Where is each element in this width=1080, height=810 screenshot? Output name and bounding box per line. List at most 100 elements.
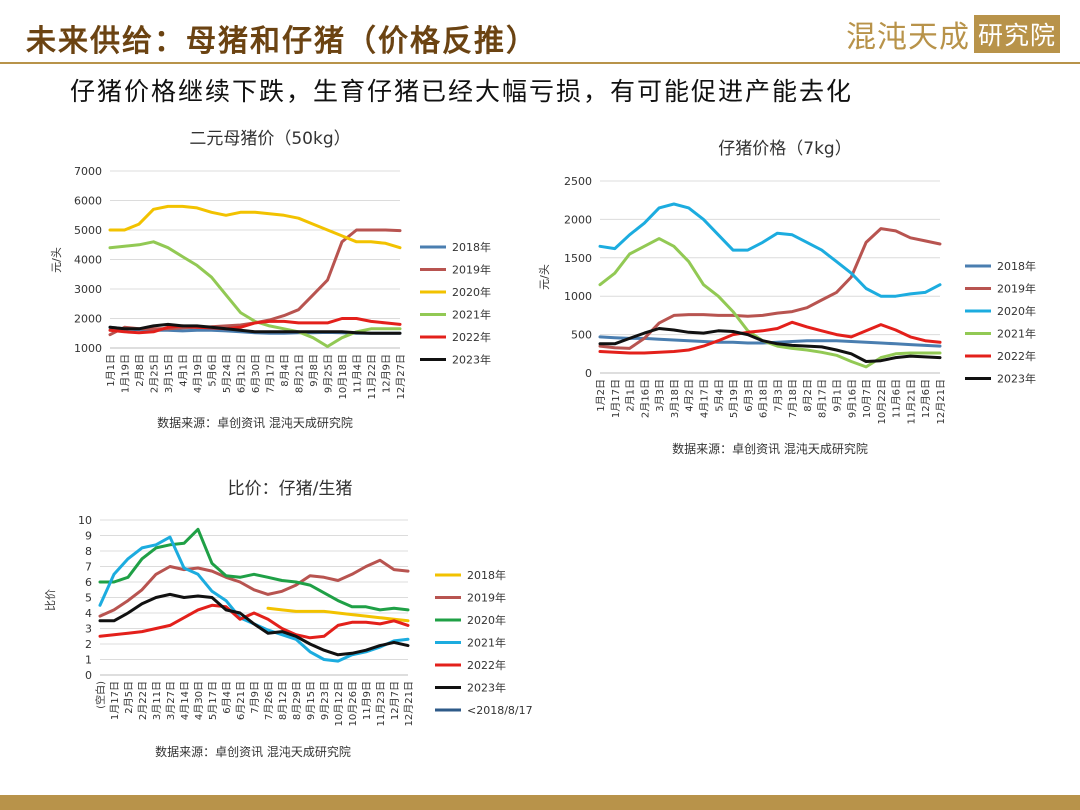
x-tick-label: 9月1日	[832, 379, 844, 412]
x-tick-label: 1月19日	[120, 354, 132, 393]
legend-label: 2018年	[452, 240, 491, 254]
x-tick-label: 6月12日	[236, 354, 248, 393]
x-tick-label: 9月25日	[323, 354, 335, 393]
slide-subtitle: 仔猪价格继续下跌，生育仔猪已经大幅亏损，有可能促进产能去化	[70, 77, 854, 106]
x-tick-label: 4月17日	[698, 379, 710, 418]
series-line-2019年	[98, 558, 410, 618]
x-tick-label: 9月23日	[319, 681, 331, 720]
x-tick-label: 3月3日	[654, 379, 666, 412]
y-tick-label: 1000	[564, 290, 592, 303]
brand-logo: 混沌天成 研究院	[846, 14, 1061, 55]
series-line-2023年	[98, 592, 410, 657]
series-line-2022年	[98, 603, 410, 640]
x-tick-label: 8月2日	[802, 379, 814, 412]
y-tick-label: 7	[85, 561, 92, 574]
x-tick-label: 11月9日	[361, 681, 373, 720]
legend-label: <2018/8/17	[467, 704, 533, 717]
x-tick-label: 7月18日	[787, 379, 799, 418]
x-tick-label: 1月17日	[109, 681, 121, 720]
x-tick-label: 8月21日	[294, 354, 306, 393]
x-tick-label: 7月17日	[265, 354, 277, 393]
y-tick-label: 1500	[564, 252, 592, 265]
series-line-2019年	[598, 227, 942, 350]
legend-label: 2019年	[997, 282, 1036, 296]
y-tick-label: 2500	[564, 175, 592, 188]
x-tick-label: 3月11日	[151, 681, 163, 720]
x-tick-label: 11月22日	[366, 354, 378, 399]
x-tick-label: 9月16日	[846, 379, 858, 418]
x-tick-label: 8月12日	[277, 681, 289, 720]
y-tick-label: 500	[571, 329, 592, 342]
x-tick-label: 3月27日	[165, 681, 177, 720]
x-tick-label: 12月6日	[920, 379, 932, 418]
y-axis-label: 元/头	[538, 264, 551, 290]
chart-source: 数据来源：卓创资讯 混沌天成研究院	[672, 441, 868, 456]
y-tick-label: 5	[85, 592, 92, 605]
x-tick-label: 12月7日	[389, 681, 401, 720]
x-tick-label: 12月21日	[403, 681, 415, 726]
series-line-2022年	[598, 320, 942, 355]
y-tick-label: 2	[85, 638, 92, 651]
y-tick-label: 2000	[74, 313, 102, 326]
legend-label: 2019年	[467, 591, 506, 605]
x-tick-label: 6月21日	[235, 681, 247, 720]
sow-price-chart: 二元母猪价（50kg） 1000 2000 3000 4000 5000 6000 7000 元…	[50, 129, 491, 430]
x-tick-label: 10月12日	[333, 681, 345, 726]
footer-bar	[0, 795, 1080, 810]
x-tick-label: 9月15日	[305, 681, 317, 720]
chart-title: 二元母猪价（50kg）	[189, 129, 350, 149]
y-tick-label: 0	[585, 367, 592, 380]
chart-source: 数据来源：卓创资讯 混沌天成研究院	[155, 744, 351, 759]
legend-label: 2021年	[997, 327, 1036, 341]
chart-source: 数据来源：卓创资讯 混沌天成研究院	[157, 415, 353, 430]
chart-title: 仔猪价格（7kg）	[718, 139, 851, 159]
y-tick-label: 4	[85, 607, 92, 620]
x-tick-label: 1月17日	[610, 379, 622, 418]
x-tick-label: 10月26日	[347, 681, 359, 726]
x-tick-label: 2月25日	[149, 354, 161, 393]
y-tick-label: 3	[85, 623, 92, 636]
legend-label: 2020年	[452, 285, 491, 299]
series-line-2022年	[108, 317, 402, 335]
legend-label: 2018年	[997, 259, 1036, 273]
x-tick-label: 5月24日	[221, 354, 233, 393]
y-tick-label: 10	[78, 514, 92, 527]
x-tick-label: 10月7日	[861, 379, 873, 418]
x-tick-label: 2月8日	[134, 354, 146, 387]
x-tick-label: 11月6日	[891, 379, 903, 418]
x-tick-label: 12月9日	[381, 354, 393, 393]
piglet-price-chart: 仔猪价格（7kg） 0 500 1000 1500 2000 2500 元/头 1月2日 1月17…	[538, 139, 1036, 456]
x-tick-label: 5月6日	[207, 354, 219, 387]
chart-title: 比价：仔猪/生猪	[228, 479, 353, 499]
y-tick-label: 7000	[74, 165, 102, 178]
x-tick-label: 4月19日	[192, 354, 204, 393]
x-tick-label: 2月22日	[137, 681, 149, 720]
x-tick-label: 5月4日	[713, 379, 725, 412]
x-tick-label: 6月4日	[221, 681, 233, 714]
legend-label: 2022年	[467, 658, 506, 672]
y-tick-label: 3000	[74, 283, 102, 296]
x-tick-label: 7月3日	[772, 379, 784, 412]
x-tick-label: 6月18日	[758, 379, 770, 418]
y-tick-label: 8	[85, 545, 92, 558]
price-ratio-chart: 比价：仔猪/生猪 0 1 2 3 4 5 6 7 8 9 10 比价 (空白) 1月17日 2月5日 2月22日…	[44, 479, 533, 759]
x-tick-label: 11月23日	[375, 681, 387, 726]
x-tick-label: 8月4日	[279, 354, 291, 387]
x-tick-label: 2月16日	[639, 379, 651, 418]
x-tick-label: 8月29日	[291, 681, 303, 720]
y-tick-label: 1	[85, 654, 92, 667]
y-tick-label: 9	[85, 530, 92, 543]
y-axis-label: 元/头	[50, 247, 63, 273]
x-tick-label: 11月21日	[905, 379, 917, 424]
legend-label: 2020年	[467, 613, 506, 627]
y-tick-label: 4000	[74, 254, 102, 267]
brand-name: 混沌天成	[846, 20, 970, 55]
legend-label: 2020年	[997, 304, 1036, 318]
series-line-2023年	[108, 322, 402, 335]
y-axis-label: 比价	[44, 589, 57, 611]
legend-label: 2021年	[467, 636, 506, 650]
legend-label: 2018年	[467, 568, 506, 582]
x-tick-label: 2月1日	[625, 379, 637, 412]
y-tick-label: 0	[85, 669, 92, 682]
x-tick-label: 6月30日	[250, 354, 262, 393]
